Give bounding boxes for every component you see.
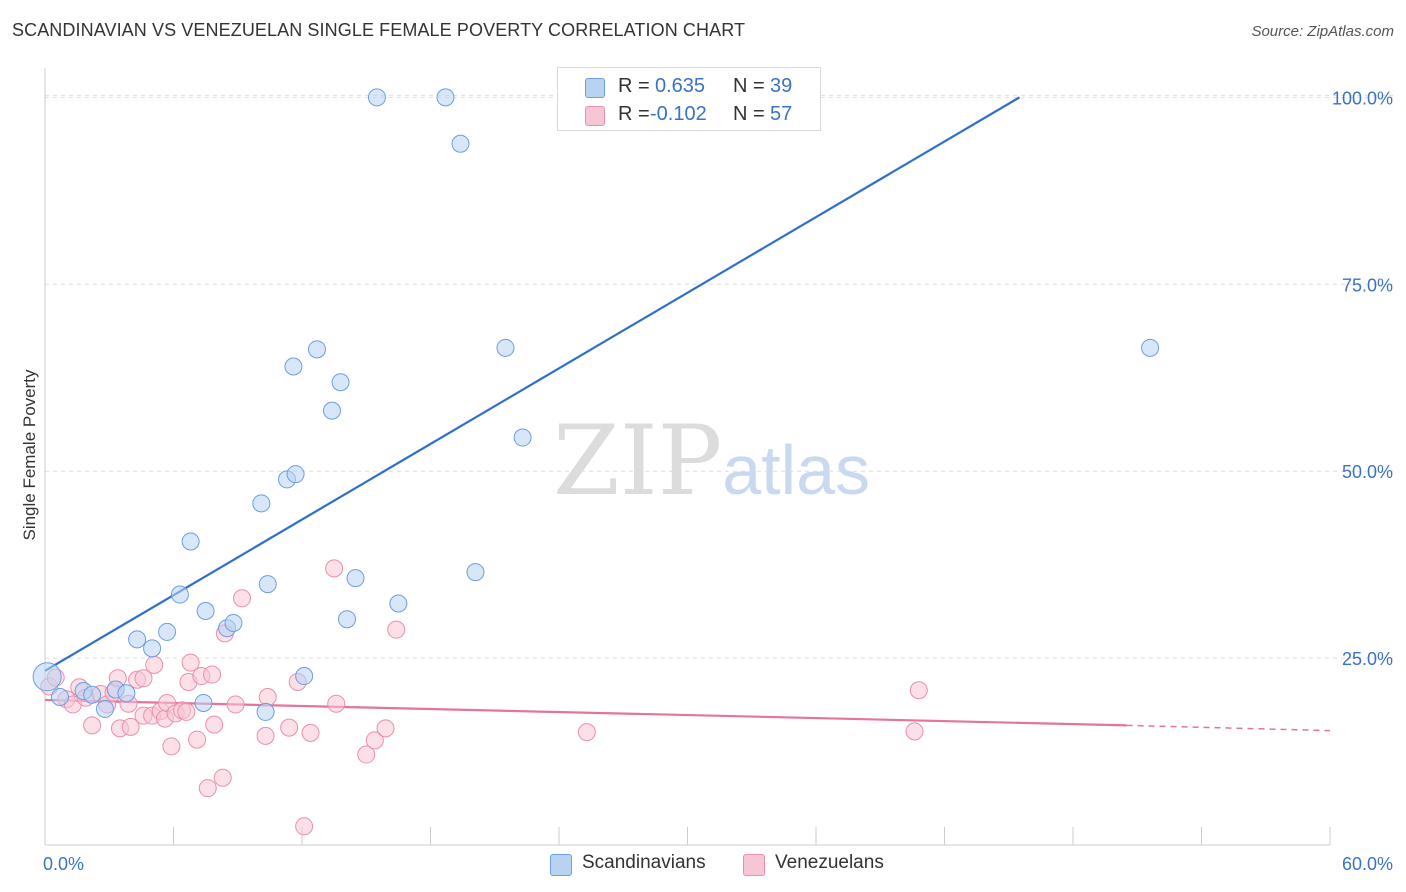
legend-label-venezuelans: Venezuelans <box>775 852 884 873</box>
source-credit: Source: ZipAtlas.com <box>1251 23 1394 40</box>
x-tick-label: 0.0% <box>43 854 84 874</box>
gridlines <box>45 94 1395 659</box>
point-venezuelans <box>188 730 207 749</box>
stats-n-label: N = <box>733 103 765 125</box>
x-tick-label: 60.0% <box>1342 854 1393 874</box>
correlation-stats-box: R = 0.635 N = 39 R = -0.102 N = 57 <box>557 67 821 131</box>
point-scandinavians <box>513 428 532 447</box>
point-venezuelans <box>905 722 924 741</box>
point-scandinavians <box>331 373 350 392</box>
point-scandinavians <box>1141 338 1160 357</box>
point-venezuelans <box>226 695 245 714</box>
point-scandinavians <box>117 684 136 703</box>
stats-r-value: 0.635 <box>655 75 706 97</box>
point-venezuelans <box>256 726 275 745</box>
point-venezuelans <box>213 768 232 787</box>
point-scandinavians <box>346 569 365 588</box>
point-scandinavians <box>170 585 189 604</box>
point-venezuelans <box>365 731 384 750</box>
point-scandinavians <box>83 685 102 704</box>
legend-swatch-scandinavians <box>550 854 572 876</box>
watermark: ZIPatlas <box>553 405 870 517</box>
point-scandinavians <box>181 532 200 551</box>
legend: Scandinavians Venezuelans <box>0 851 1406 879</box>
point-venezuelans <box>376 719 395 738</box>
stats-n-label: N = <box>733 75 765 97</box>
point-scandinavians <box>451 134 470 153</box>
point-venezuelans <box>162 737 181 756</box>
point-venezuelans <box>134 669 153 688</box>
point-scandinavians <box>322 401 341 420</box>
point-scandinavians <box>256 702 275 721</box>
point-venezuelans <box>233 589 252 608</box>
point-scandinavians <box>50 687 69 706</box>
point-scandinavians <box>224 613 243 632</box>
point-scandinavians <box>194 693 213 712</box>
stats-swatch-venezuelans <box>585 106 605 126</box>
y-tick-label: 50.0% <box>1342 462 1393 482</box>
tick-labels: 25.0% 50.0% 75.0% 100.0% 0.0% 60.0% <box>43 88 1393 874</box>
point-venezuelans <box>181 653 200 672</box>
stats-r-label: R = <box>618 103 650 125</box>
stats-row-scandinavians: R = 0.635 N = 39 <box>558 72 820 100</box>
point-scandinavians <box>466 563 485 582</box>
point-scandinavians <box>143 639 162 658</box>
point-scandinavians <box>496 338 515 357</box>
legend-label-scandinavians: Scandinavians <box>582 852 706 873</box>
y-tick-label: 75.0% <box>1342 275 1393 295</box>
point-venezuelans <box>325 559 344 578</box>
point-venezuelans <box>121 717 140 736</box>
point-scandinavians <box>252 494 271 513</box>
point-scandinavians <box>307 340 326 359</box>
stats-n-value: 57 <box>770 103 793 125</box>
axes <box>44 68 1331 846</box>
point-venezuelans <box>177 702 196 721</box>
point-scandinavians <box>284 357 303 376</box>
point-scandinavians <box>158 622 177 641</box>
trend-line-venezuelans <box>44 698 1127 727</box>
point-venezuelans <box>205 715 224 734</box>
trend-lines <box>44 96 1331 732</box>
stats-r-value: -0.102 <box>650 103 707 125</box>
point-venezuelans <box>295 817 314 836</box>
watermark-atlas: atlas <box>722 431 871 509</box>
y-tick-label: 25.0% <box>1342 649 1393 669</box>
point-venezuelans <box>357 745 376 764</box>
stats-n-value: 39 <box>770 75 793 97</box>
data-points <box>32 88 1160 836</box>
point-venezuelans <box>145 655 164 674</box>
point-scandinavians <box>32 662 62 692</box>
point-scandinavians <box>196 601 215 620</box>
trend-line-venezuelans-extrapolated <box>1126 724 1331 732</box>
point-venezuelans <box>909 681 928 700</box>
stats-r-label: R = <box>618 75 650 97</box>
point-scandinavians <box>389 594 408 613</box>
point-venezuelans <box>280 718 299 737</box>
trend-line-scandinavians <box>44 96 1021 672</box>
point-venezuelans <box>387 620 406 639</box>
point-venezuelans <box>301 723 320 742</box>
legend-swatch-venezuelans <box>743 854 765 876</box>
point-venezuelans <box>198 779 217 798</box>
point-scandinavians <box>128 630 147 649</box>
y-tick-label: 100.0% <box>1332 88 1393 108</box>
stats-row-venezuelans: R = -0.102 N = 57 <box>558 100 820 128</box>
point-venezuelans <box>83 716 102 735</box>
point-scandinavians <box>337 610 356 629</box>
chart-title: SCANDINAVIAN VS VENEZUELAN SINGLE FEMALE… <box>12 20 746 40</box>
watermark-zip: ZIP <box>553 405 723 517</box>
point-scandinavians <box>286 465 305 484</box>
point-venezuelans <box>258 687 277 706</box>
point-scandinavians <box>295 667 314 686</box>
stats-swatch-scandinavians <box>585 78 605 98</box>
point-scandinavians <box>367 88 386 107</box>
point-scandinavians <box>436 88 455 107</box>
point-scandinavians <box>95 699 114 718</box>
point-scandinavians <box>258 575 277 594</box>
point-venezuelans <box>577 723 596 742</box>
point-venezuelans <box>327 694 346 713</box>
point-venezuelans <box>203 665 222 684</box>
